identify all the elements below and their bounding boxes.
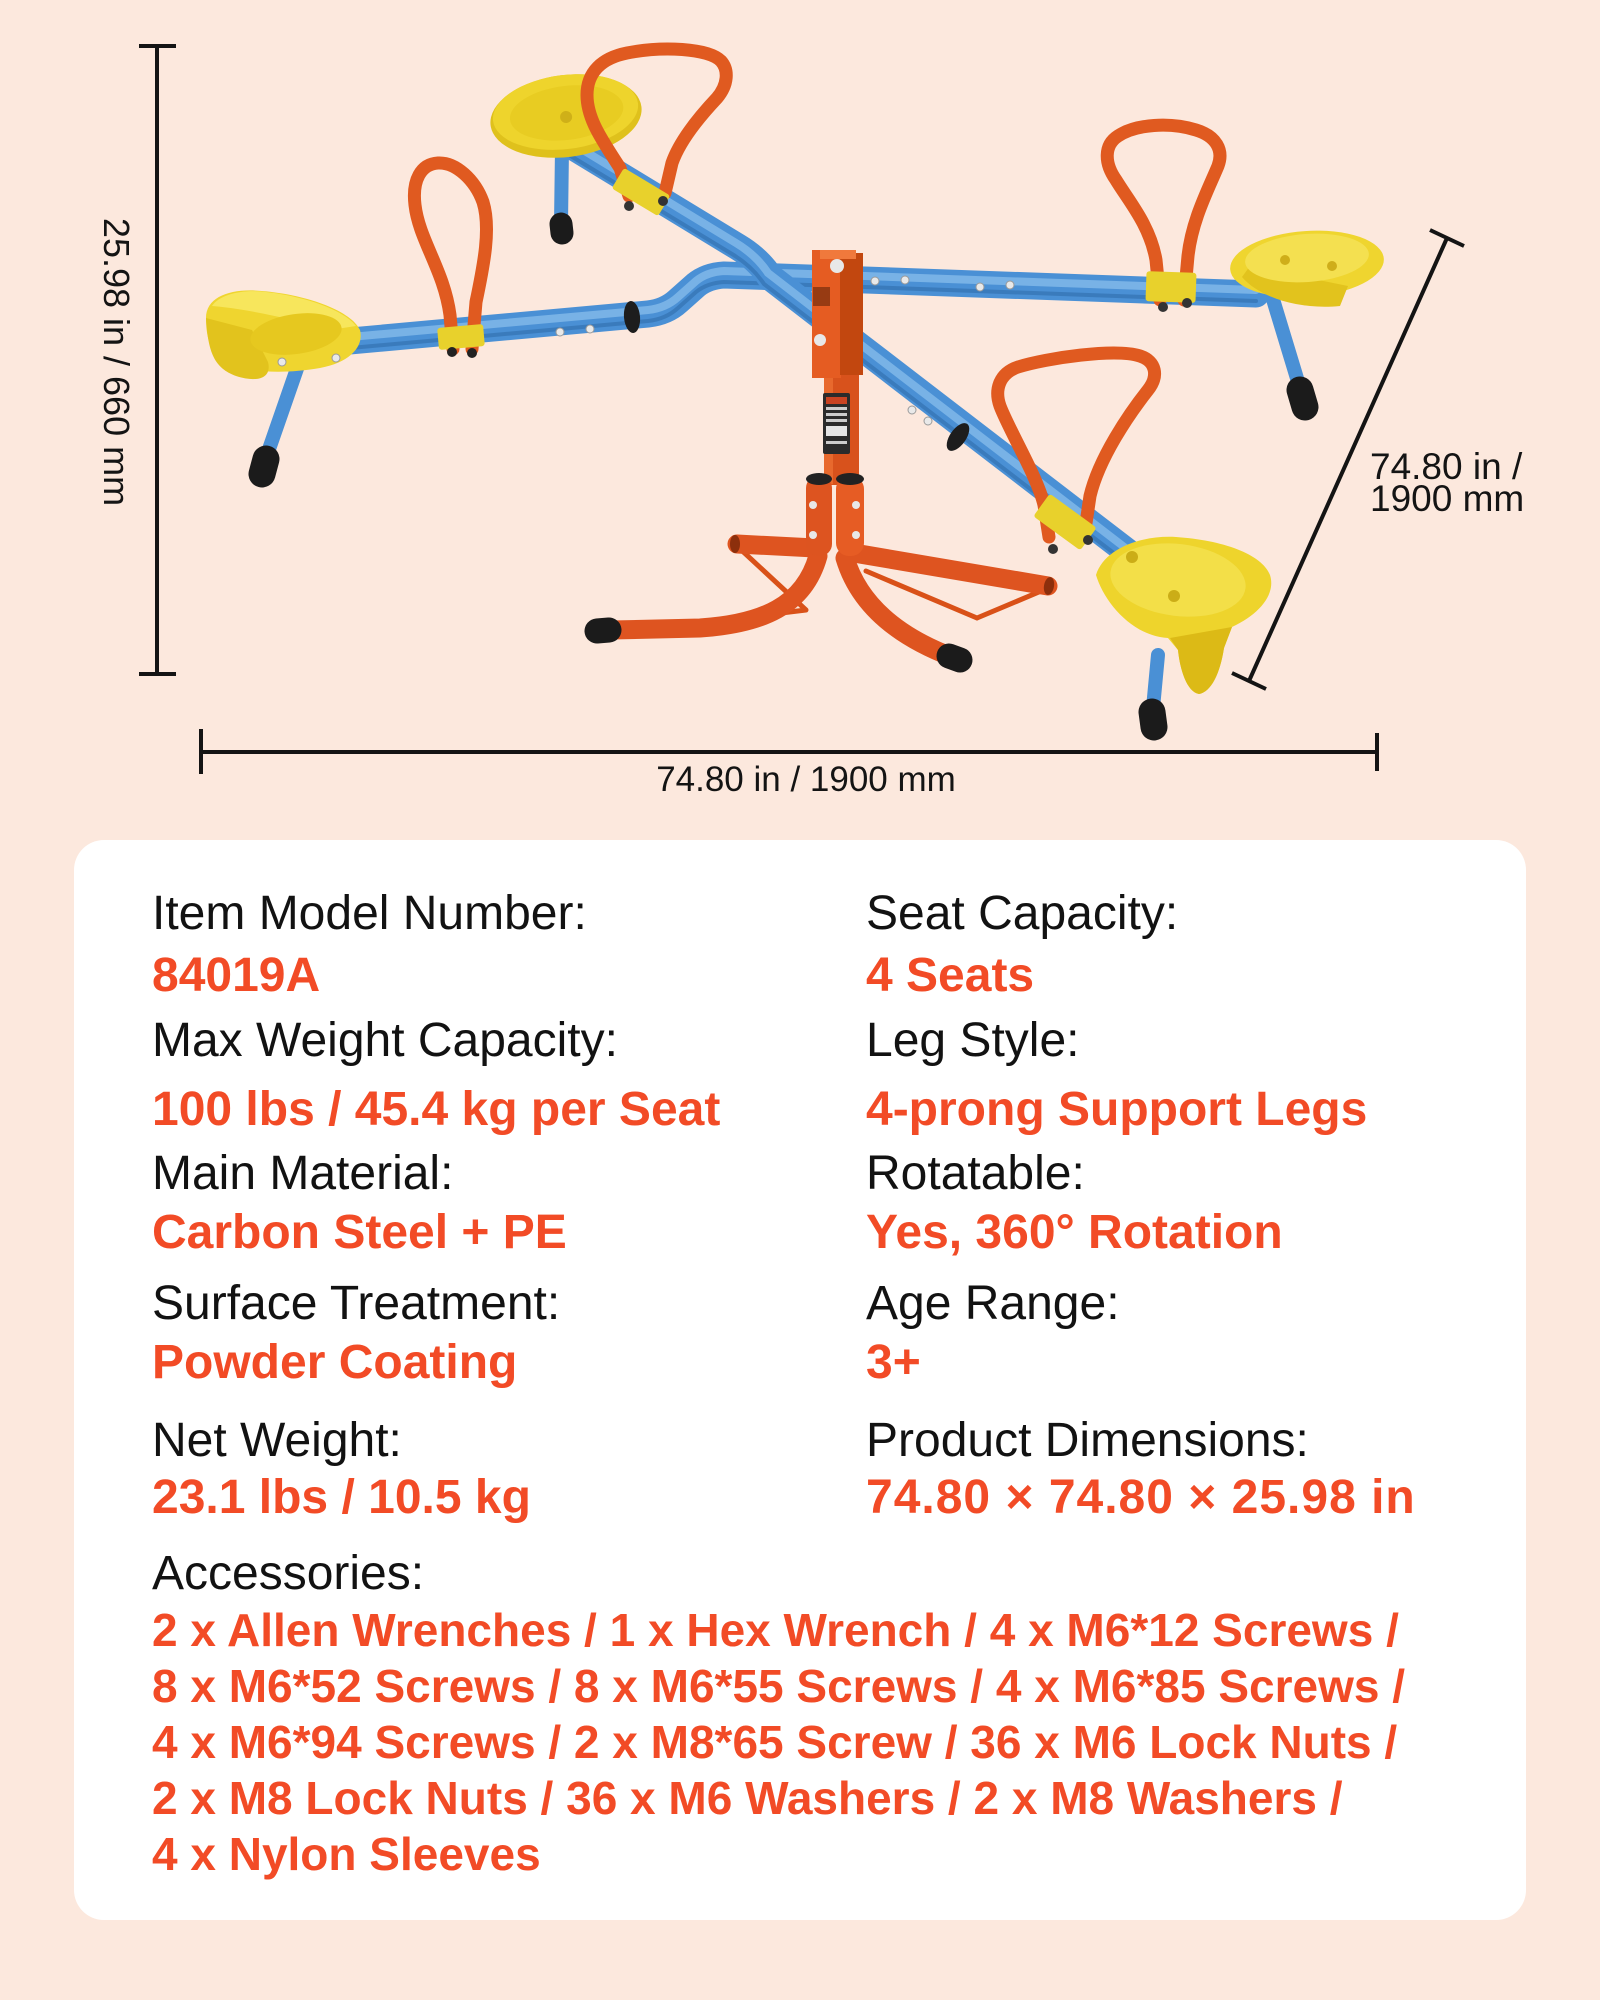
svg-text:74.80 in /: 74.80 in / [1370,446,1523,487]
svg-text:25.98 in / 660 mm: 25.98 in / 660 mm [96,218,137,506]
svg-text:74.80 in / 1900 mm: 74.80 in / 1900 mm [656,760,956,799]
svg-text:1900 mm: 1900 mm [1370,478,1524,519]
